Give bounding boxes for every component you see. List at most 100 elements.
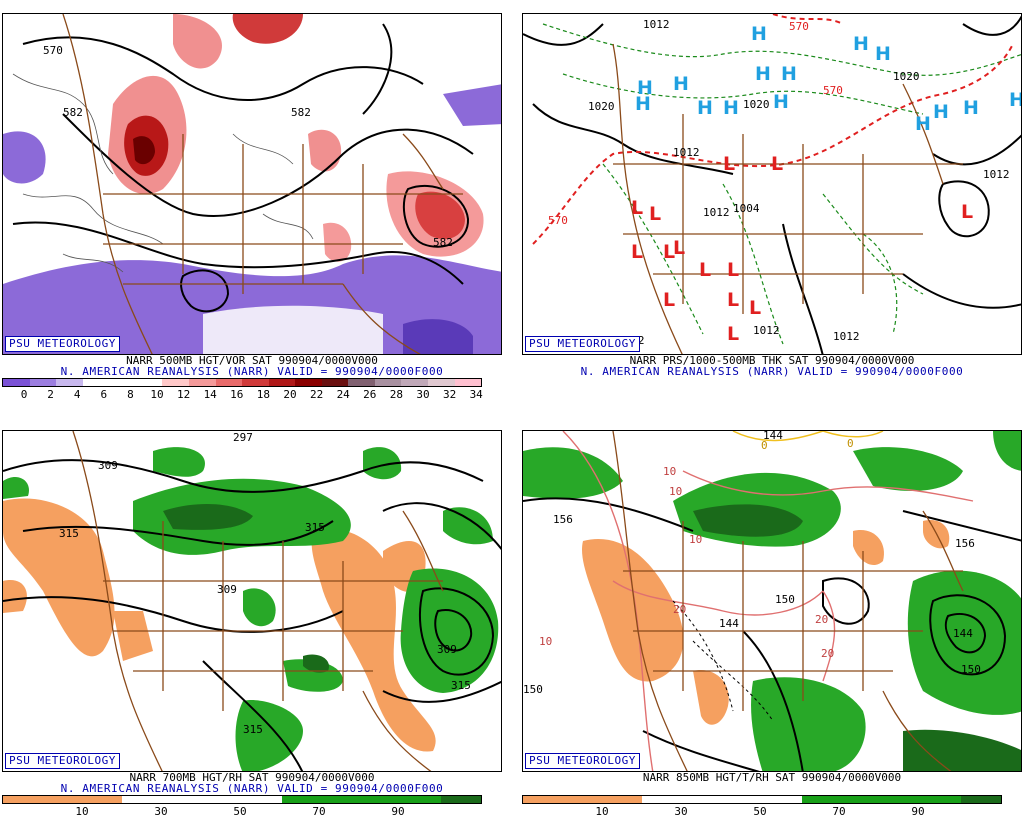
colorbar-swatch [361, 796, 402, 803]
freezing-label: 0 [847, 437, 854, 450]
contour-label: 309 [217, 583, 237, 596]
colorbar-swatch [162, 796, 203, 803]
high-pressure-marker: H [875, 43, 891, 65]
colorbar-tick-label: 24 [336, 388, 350, 401]
colorbar-tick-label: 30 [674, 805, 688, 818]
map-valid-time: N. AMERICAN REANALYSIS (NARR) VALID = 99… [580, 365, 964, 378]
colorbar-tick-label: 28 [389, 388, 404, 401]
colorbar-tick-label: 90 [391, 805, 405, 818]
contour-label: 315 [305, 521, 325, 534]
colorbar-swatch [961, 796, 1001, 803]
contour-label: 1004 [733, 202, 760, 215]
low-pressure-marker: L [649, 203, 661, 225]
high-pressure-marker: H [853, 33, 869, 55]
colorbar-swatch [428, 379, 455, 386]
colorbar-swatch [441, 796, 481, 803]
humidity-colorbar [2, 795, 482, 804]
colorbar-swatch [881, 796, 922, 803]
contour-label: 315 [243, 723, 263, 736]
negative-vorticity-northeast [443, 84, 501, 126]
low-pressure-marker: L [631, 241, 643, 263]
vorticity-map-graphic: 570 582 582 582 [3, 14, 501, 354]
vorticity-peak-west [133, 136, 155, 165]
map-title: NARR PRS/1000-500MB THK SAT 990904/0000V… [629, 354, 915, 367]
colorbar-tick-label: 70 [832, 805, 846, 818]
contour-label: 144 [763, 431, 783, 442]
contour-label: 1012 [833, 330, 860, 343]
colorbar-swatch [3, 796, 43, 803]
colorbar-tick-label: 16 [230, 388, 244, 401]
height-contours [3, 459, 501, 771]
colorbar-swatch [215, 379, 243, 386]
colorbar-swatch [801, 796, 842, 803]
colorbar-tick-label: 34 [469, 388, 483, 401]
colorbar-swatch [722, 796, 762, 803]
colorbar-tick-label: 14 [203, 388, 217, 401]
vorticity-core-north [232, 14, 303, 44]
colorbar-tick-label: 8 [127, 388, 134, 401]
high-pressure-marker: H [933, 101, 949, 123]
temperature-label: 10 [669, 485, 682, 498]
map-title: NARR 700MB HGT/RH SAT 990904/0000V000 [129, 771, 375, 784]
colorbar-tick-label: 2 [47, 388, 54, 401]
temperature-label: 10 [539, 635, 552, 648]
colorbar-swatch [56, 379, 83, 386]
colorbar-swatch [162, 379, 189, 386]
panel-500mb-vorticity: 570 582 582 582 PSU METEOROLOGY NARR 500… [2, 13, 502, 401]
contour-label: 570 [789, 20, 809, 33]
colorbar-tick-label: 18 [256, 388, 271, 401]
colorbar-tick-label: 30 [154, 805, 168, 818]
low-pressure-marker: L [749, 297, 761, 319]
colorbar-swatch [348, 379, 375, 386]
low-pressure-marker: L [663, 241, 675, 263]
isobars [523, 15, 1021, 354]
colorbar-tick-label: 90 [911, 805, 925, 818]
temperature-label: 20 [815, 613, 828, 626]
contour-label: 1012 [673, 146, 700, 159]
colorbar-tick-label: 22 [309, 388, 324, 401]
colorbar-ticks: 10 30 50 70 90 [522, 806, 1022, 818]
colorbar-tick-label: 6 [100, 388, 108, 401]
negative-vorticity-pacific [3, 131, 46, 184]
low-pressure-marker: L [727, 259, 739, 281]
isobar-labels: 1012 1020 1012 1020 1020 1012 1012 1004 … [548, 18, 1010, 347]
temperature-label: 10 [689, 533, 702, 546]
humidity-map-graphic: 297 309 315 315 309 309 315 315 [3, 431, 501, 771]
contour-label: 1012 [703, 206, 730, 219]
colorbar-swatch [841, 796, 882, 803]
vorticity-max-southeast [323, 222, 352, 262]
contour-label: 150 [523, 683, 543, 696]
vorticity-colorbar [2, 378, 482, 387]
contour-label: 150 [961, 663, 981, 676]
colorbar-swatch [562, 796, 603, 803]
colorbar-ticks: 0 2 4 6 8 10 12 14 16 18 20 22 24 26 28 30 32 34 [2, 389, 502, 401]
colorbar-swatch [241, 796, 282, 803]
colorbar-tick-label: 20 [283, 388, 297, 401]
vorticity-contours [12, 73, 314, 273]
colorbar-swatch [109, 379, 136, 386]
colorbar-tick-label: 50 [753, 805, 767, 818]
colorbar-swatch [122, 796, 163, 803]
colorbar-tick-label: 10 [75, 805, 89, 818]
political-borders [62, 14, 463, 354]
colorbar-tick-label: 10 [150, 388, 164, 401]
temperature-label: 20 [673, 603, 686, 616]
psu-meteorology-badge: PSU METEOROLOGY [5, 336, 120, 352]
contour-label: 156 [553, 513, 573, 526]
strong-negative-vorticity [403, 319, 473, 354]
high-pressure-centers: HHHHHHHHHHHHHHH [635, 23, 1021, 135]
low-pressure-marker: L [699, 259, 711, 281]
contour-label: 1020 [743, 98, 770, 111]
colorbar-swatch [374, 379, 402, 386]
freezing-label: 0 [761, 439, 768, 452]
contour-label: 309 [98, 459, 118, 472]
colorbar-swatch [242, 379, 269, 386]
map-valid-time: N. AMERICAN REANALYSIS (NARR) VALID = 99… [60, 365, 444, 378]
height-contours [523, 497, 1021, 771]
low-pressure-marker: L [631, 197, 643, 219]
colorbar-swatch [202, 796, 242, 803]
map-pressure-thickness: 1012 1020 1012 1020 1020 1012 1012 1004 … [522, 13, 1022, 355]
vorticity-max-great-lakes [308, 129, 342, 172]
colorbar-swatch [921, 796, 962, 803]
high-pressure-marker: H [697, 97, 713, 119]
